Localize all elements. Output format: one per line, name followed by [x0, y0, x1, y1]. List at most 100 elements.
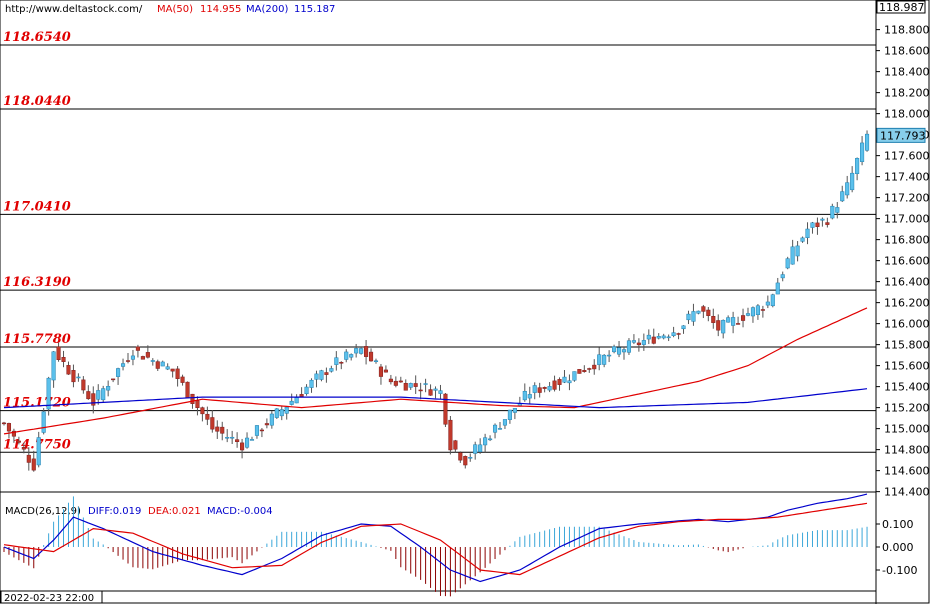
candle-up — [101, 388, 106, 401]
candle-down — [205, 413, 210, 420]
price-tick-label: 117.400 — [884, 171, 930, 184]
candle-down — [81, 379, 86, 391]
candle-up — [527, 394, 532, 399]
price-tick-label: 115.200 — [884, 402, 930, 415]
candle-up — [671, 332, 676, 336]
candle-up — [602, 354, 607, 365]
candle-down — [195, 400, 200, 408]
candle-down — [66, 365, 71, 375]
candle-up — [755, 305, 760, 315]
candle-down — [463, 456, 468, 466]
candle-down — [339, 362, 344, 364]
candle-up — [349, 354, 354, 358]
level-label: 118.0440 — [3, 94, 71, 109]
candle-up — [433, 388, 438, 391]
candle-down — [175, 368, 180, 379]
candle-down — [31, 458, 36, 471]
candle-up — [408, 383, 413, 388]
candle-up — [284, 406, 289, 414]
candle-up — [230, 436, 235, 439]
candle-down — [16, 440, 21, 443]
candle-down — [393, 380, 398, 386]
candle-up — [344, 351, 349, 360]
candle-up — [502, 419, 508, 426]
candle-up — [686, 313, 691, 321]
candle-down — [428, 389, 433, 396]
candle-down — [215, 426, 220, 432]
candle-down — [736, 323, 741, 325]
candle-up — [572, 371, 577, 381]
candle-down — [91, 393, 96, 406]
macd-dea-line — [3, 502, 868, 576]
level-label: 116.3190 — [3, 275, 71, 290]
candle-down — [220, 426, 225, 434]
candle-up — [616, 347, 622, 355]
candle-down — [542, 387, 547, 389]
candle-up — [483, 437, 488, 446]
candle-down — [453, 440, 458, 450]
ma50-value: 114.955 — [200, 4, 241, 15]
candle-up — [478, 444, 483, 452]
current-price-value: 117.793 — [880, 129, 926, 142]
candle-down — [170, 368, 175, 372]
candle-down — [740, 315, 746, 321]
candle-up — [329, 368, 334, 372]
candle-up — [165, 366, 170, 370]
candle-up — [800, 237, 805, 242]
macd-tick-label: 0.000 — [882, 541, 914, 554]
candle-down — [71, 370, 76, 383]
candle-down — [135, 346, 140, 351]
candle-down — [111, 378, 116, 381]
candle-down — [815, 222, 820, 227]
macd-diff-label: DIFF:0.019 — [88, 506, 141, 517]
candle-down — [825, 222, 830, 225]
current-price-tag — [876, 127, 926, 143]
price-tick-label: 118.000 — [884, 108, 930, 121]
candle-down — [760, 309, 765, 311]
candle-up — [790, 246, 795, 265]
candle-up — [373, 360, 379, 362]
candle-down — [180, 376, 185, 383]
candle-up — [473, 444, 478, 454]
candle-up — [661, 335, 666, 339]
ma50-label: MA(50) — [157, 4, 193, 15]
candle-down — [21, 447, 26, 450]
candle-up — [567, 380, 572, 384]
candle-down — [388, 378, 393, 383]
timestamp-box — [0, 590, 103, 604]
candle-down — [56, 346, 61, 360]
candle-down — [418, 389, 423, 392]
candle-up — [468, 456, 473, 459]
candle-up — [547, 386, 552, 391]
candle-up — [726, 317, 731, 323]
macd-tick-label: -0.100 — [882, 564, 917, 577]
candle-down — [701, 306, 706, 312]
candle-down — [458, 452, 463, 461]
candle-up — [621, 349, 627, 353]
candle-up — [354, 348, 359, 354]
candle-down — [11, 430, 16, 437]
candle-up — [438, 390, 443, 394]
candle-up — [745, 313, 751, 316]
candle-up — [830, 205, 835, 219]
candle-up — [840, 191, 845, 202]
candle-up — [597, 354, 602, 365]
price-tick-label: 114.400 — [884, 486, 930, 499]
candle-up — [160, 361, 165, 367]
ma200-value: 115.187 — [294, 4, 335, 15]
candle-up — [51, 351, 56, 381]
candle-down — [582, 370, 587, 372]
candle-up — [289, 400, 294, 405]
candle-down — [587, 368, 592, 370]
candle-down — [711, 316, 716, 323]
level-label: 117.0410 — [3, 199, 71, 214]
candle-down — [264, 423, 269, 426]
price-tick-label: 118.400 — [884, 66, 930, 79]
candle-down — [26, 454, 31, 463]
candle-down — [443, 393, 448, 425]
price-tick-label: 115.000 — [884, 423, 930, 436]
level-label: 115.1720 — [3, 396, 71, 411]
candle-up — [681, 325, 686, 330]
candle-down — [378, 366, 384, 377]
candle-down — [240, 442, 245, 451]
